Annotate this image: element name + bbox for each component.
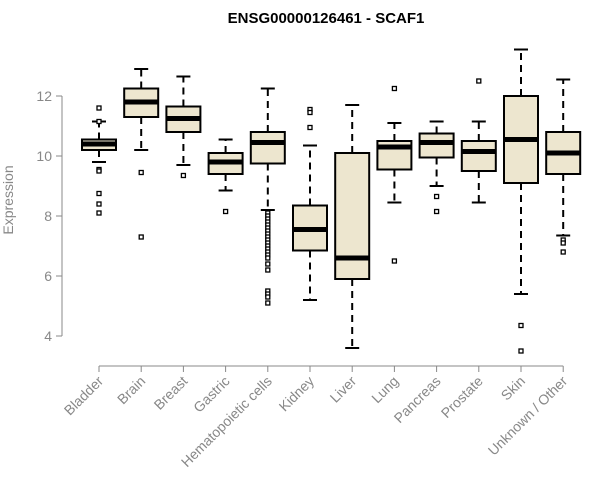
x-tick-label: Kidney	[276, 373, 318, 415]
box-1	[123, 68, 160, 240]
y-tick-label: 4	[44, 328, 52, 344]
x-tick-label: Liver	[327, 373, 360, 406]
outlier-point	[391, 85, 398, 92]
outlier-point	[265, 300, 271, 306]
outlier-point	[560, 249, 566, 255]
x-tick-label: Unknown / Other	[485, 373, 571, 459]
outlier-point	[96, 118, 102, 125]
y-tick-label: 10	[36, 148, 52, 164]
outlier-point	[518, 348, 524, 354]
box-5	[292, 106, 328, 301]
outlier-point	[265, 267, 271, 273]
outlier-point	[96, 190, 102, 197]
y-tick-label: 12	[36, 88, 52, 104]
outlier-point	[307, 124, 313, 131]
x-tick-label: Bladder	[61, 373, 107, 419]
x-tick-label: Lung	[368, 373, 401, 406]
outlier-point	[138, 234, 144, 240]
outlier-point	[180, 172, 187, 179]
box-4	[249, 87, 286, 306]
chart-title: ENSG00000126461 - SCAF1	[228, 10, 425, 27]
x-tick-label: Pancreas	[391, 373, 444, 426]
box-rect	[460, 140, 497, 172]
outlier-point	[560, 240, 566, 246]
y-axis-label: Expression	[0, 165, 16, 234]
x-tick-label: Prostate	[438, 373, 486, 421]
outlier-point	[222, 208, 229, 215]
outlier-point	[96, 168, 102, 174]
box-0	[81, 105, 117, 216]
box-2	[165, 75, 202, 179]
outlier-point	[96, 201, 102, 207]
box-rect	[249, 131, 286, 165]
x-tick-label: Breast	[151, 373, 191, 413]
box-6	[334, 104, 371, 349]
box-3	[207, 138, 244, 215]
box-rect	[418, 132, 455, 159]
x-tick-label: Skin	[498, 373, 529, 404]
box-7	[376, 85, 413, 264]
box-8	[418, 120, 455, 215]
boxes-group	[81, 48, 582, 354]
box-11	[545, 78, 582, 255]
outlier-point	[96, 210, 102, 216]
outlier-point	[433, 193, 440, 200]
box-10	[503, 48, 539, 354]
outlier-point	[265, 261, 271, 267]
outlier-point	[96, 105, 102, 111]
y-tick-label: 6	[44, 268, 52, 284]
box-9	[460, 78, 497, 204]
outlier-point	[518, 322, 524, 329]
outlier-point	[307, 109, 313, 116]
outlier-point	[391, 258, 398, 264]
y-tick-label: 8	[44, 208, 52, 224]
outlier-point	[476, 78, 482, 84]
outlier-point	[265, 255, 271, 261]
outlier-point	[265, 294, 271, 300]
outlier-point	[138, 169, 144, 176]
x-tick-label: Brain	[114, 373, 148, 407]
outlier-point	[433, 208, 440, 215]
y-axis: 4 6 8 10 12	[36, 88, 63, 344]
